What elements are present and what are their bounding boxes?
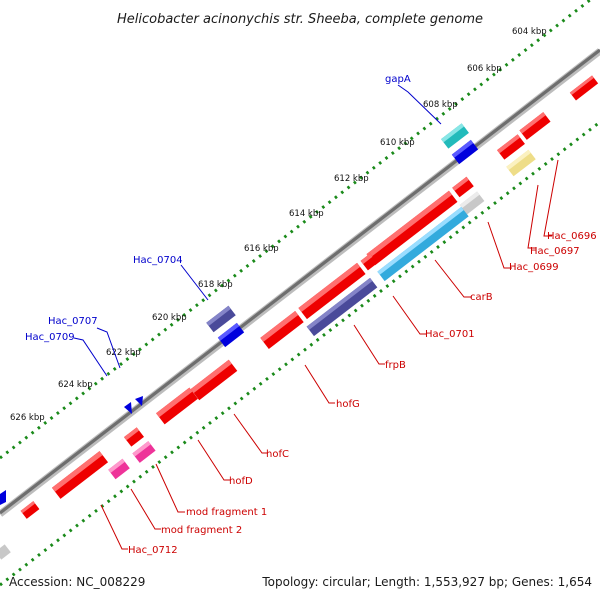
leader-Hac_0712 <box>100 504 128 550</box>
accession-label: Accession: NC_008229 <box>9 575 145 589</box>
leader-Hac_0697 <box>527 184 539 249</box>
minus-feature-616 <box>360 253 378 271</box>
leader-gapA <box>397 84 442 125</box>
leader-Hac_0696 <box>543 159 559 237</box>
gene-labels: gapA Hac_0704 Hac_0707 Hac_0709 Hac_0696… <box>25 74 597 556</box>
plus-strand-features <box>0 123 479 505</box>
gene-label: Hac_0701 <box>425 329 475 340</box>
gene-label: Hac_0704 <box>133 255 183 266</box>
Hac_0704-feature <box>206 305 236 333</box>
hofD-feature <box>156 387 198 425</box>
tick-label: 606 kbp <box>467 64 502 74</box>
tick-label: 608 kbp <box>423 100 458 110</box>
scale-ticks: 604 kbp 606 kbp 608 kbp 610 kbp 612 kbp … <box>10 27 547 423</box>
gene-label: mod fragment 2 <box>161 525 242 536</box>
tick-label: 622 kbp <box>106 348 141 358</box>
khaki-feature <box>506 149 536 177</box>
tick-label: 614 kbp <box>289 209 324 219</box>
minus-feature-624 <box>124 427 144 447</box>
leader-frpB <box>353 324 385 365</box>
leader-mod-fragment-2 <box>130 488 161 530</box>
grey-feature-edge <box>0 544 11 560</box>
Hac_0696-feature <box>569 75 599 101</box>
Hac_0709-feature <box>135 396 143 406</box>
leader-Hac_0704 <box>180 264 209 301</box>
leader-Hac_0709 <box>73 337 108 377</box>
gapA-feature <box>441 123 469 149</box>
Hac_0707-feature <box>124 402 132 414</box>
tick-label: 604 kbp <box>512 27 547 37</box>
leader-hofC <box>233 413 268 454</box>
gene-label: Hac_0709 <box>25 332 75 343</box>
gene-label: mod fragment 1 <box>186 507 267 518</box>
genome-summary-label: Topology: circular; Length: 1,553,927 bp… <box>261 575 592 589</box>
minus-strand-features <box>0 75 599 560</box>
tick-label: 624 kbp <box>58 380 93 390</box>
gene-label: Hac_0699 <box>509 262 559 273</box>
gene-label: gapA <box>385 74 411 85</box>
leader-Hac_0699 <box>487 221 512 269</box>
plus-feature-edge <box>0 490 6 505</box>
leader-mod-fragment-1 <box>155 463 185 513</box>
tick-label: 620 kbp <box>152 313 187 323</box>
hofC-feature <box>190 359 238 401</box>
Hac_0712-feature <box>51 451 109 499</box>
mod-fragment-2-feature <box>108 458 130 480</box>
inner-scale-ring <box>0 120 600 587</box>
mod-fragment-1-feature <box>132 441 156 463</box>
leader-Hac_0707 <box>96 327 121 369</box>
gene-label: Hac_0707 <box>48 316 98 327</box>
plus-feature-620 <box>217 322 245 348</box>
hofG-feature <box>260 311 304 349</box>
gene-label: frpB <box>385 360 406 371</box>
gene-label: Hac_0712 <box>128 545 178 556</box>
minus-feature-edge <box>20 501 40 519</box>
gene-label: carB <box>470 292 493 303</box>
Hac_0701-feature <box>377 206 469 282</box>
frpB-feature <box>298 262 366 320</box>
grey-feature <box>459 191 485 215</box>
carB-feature <box>366 190 458 266</box>
leader-hofD <box>197 439 230 481</box>
genome-backbone <box>0 48 600 515</box>
tick-label: 618 kbp <box>198 280 233 290</box>
gene-label: hofD <box>229 476 253 487</box>
leader-Hac_0701 <box>392 295 426 335</box>
plus-leader-lines <box>73 84 442 377</box>
tick-label: 626 kbp <box>10 413 45 423</box>
gene-label: Hac_0696 <box>547 231 597 242</box>
map-title: Helicobacter acinonychis str. Sheeba, co… <box>117 12 483 27</box>
minus-feature-612 <box>452 176 474 198</box>
leader-hofG <box>304 364 335 404</box>
tick-label: 616 kbp <box>244 244 279 254</box>
minus-leader-lines <box>100 159 559 550</box>
leader-carB <box>434 259 472 298</box>
gene-label: hofC <box>266 449 289 460</box>
tick-label: 610 kbp <box>380 138 415 148</box>
plus-feature-608 <box>451 139 479 165</box>
Hac_0699-feature <box>497 134 525 160</box>
indigo-feature <box>306 277 378 337</box>
gene-label: hofG <box>336 399 360 410</box>
tick-label: 612 kbp <box>334 174 369 184</box>
Hac_0697-feature <box>519 112 551 140</box>
gene-label: Hac_0697 <box>530 246 580 257</box>
